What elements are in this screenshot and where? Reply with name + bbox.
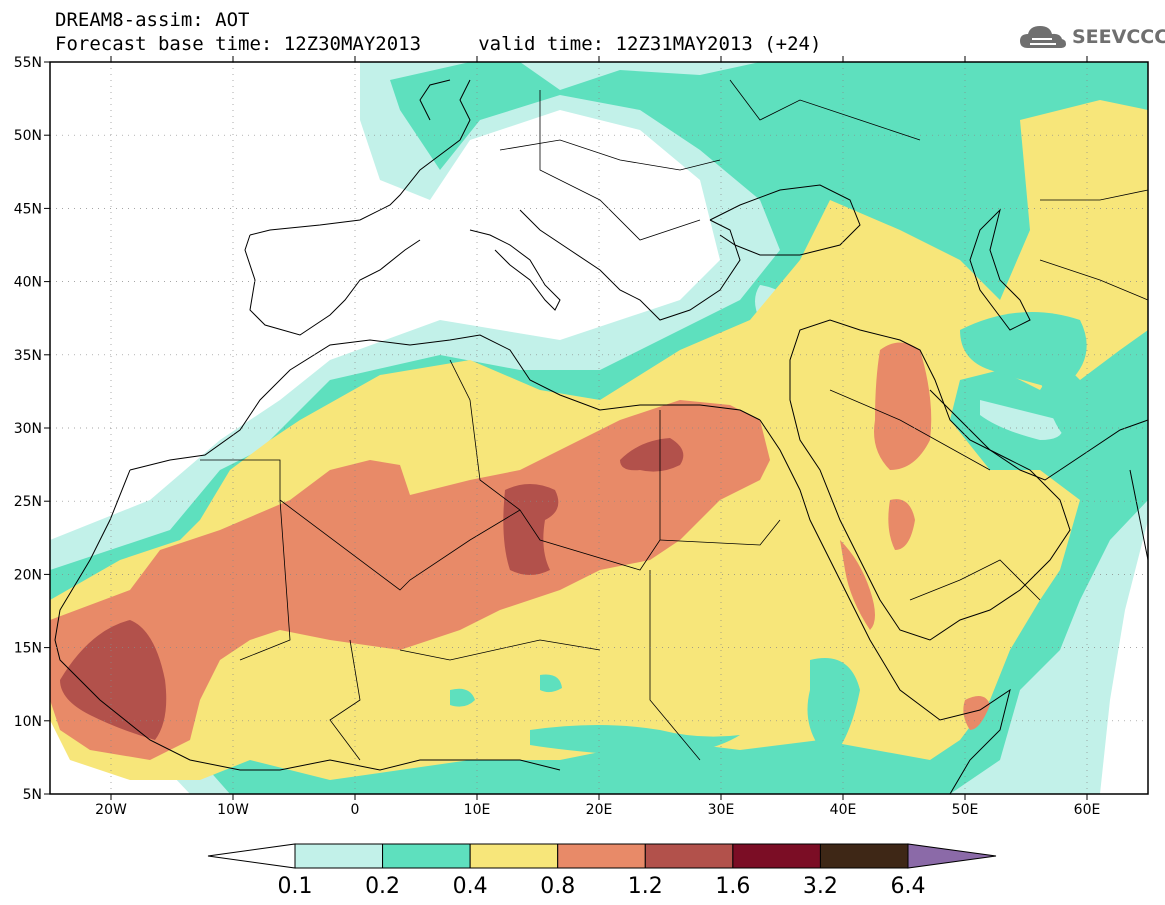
border-line	[729, 79, 921, 141]
aot-band-1.2-1.6	[620, 438, 684, 472]
longitude-label: 20E	[586, 802, 613, 818]
latitude-labels: 55N 50N 45N 40N 35N 30N 25N 20N 15N 10N 5N	[14, 55, 42, 803]
coastline-layer	[54, 79, 1148, 794]
colorbar-label: 6.4	[891, 874, 926, 899]
colorbar-swatch	[819, 843, 909, 869]
longitude-label: 0	[351, 802, 360, 818]
border-line	[200, 459, 521, 591]
border-line	[239, 499, 291, 661]
latitude-label: 40N	[14, 275, 42, 291]
aot-pocket-mid	[1040, 377, 1104, 460]
coastline-iran	[1059, 419, 1148, 471]
latitude-label: 20N	[14, 567, 42, 583]
aot-pocket-mid	[530, 725, 740, 756]
coastline-india	[1129, 469, 1148, 561]
aot-pocket-mid	[540, 674, 562, 693]
aot-pocket-high	[840, 540, 875, 630]
seevccc-logo: SEEVCCC	[1018, 22, 1165, 52]
longitude-label: 30E	[708, 802, 735, 818]
colorbar-swatch	[382, 843, 471, 869]
border-line	[649, 570, 701, 761]
logo-text: SEEVCCC	[1072, 26, 1165, 48]
aot-pocket-mid	[807, 658, 860, 760]
coastline-persian-gulf	[929, 389, 1061, 481]
forecast-time-subtitle: Forecast base time: 12Z30MAY2013 valid t…	[55, 33, 822, 55]
map-title: DREAM8-assim: AOT	[55, 9, 250, 31]
border-line	[539, 90, 701, 241]
colorbar: 0.1 0.2 0.4 0.8 1.2 1.6 3.2 6.4	[207, 843, 997, 899]
longitude-labels: 20W 10W 0 10E 20E 30E 40E 50E 60E	[95, 802, 1100, 818]
aot-pocket-mid	[450, 688, 475, 707]
colorbar-swatch	[732, 843, 821, 869]
latitude-label: 50N	[14, 128, 42, 144]
coastline-east-africa	[759, 419, 1011, 794]
colorbar-label: 0.8	[540, 874, 575, 899]
latitude-label: 55N	[14, 55, 42, 71]
colorbar-high-arrow	[907, 843, 997, 869]
border-line	[829, 389, 991, 471]
latitude-label: 15N	[14, 641, 42, 657]
aot-pocket-high	[874, 342, 932, 470]
latitude-label: 5N	[23, 787, 42, 803]
colorbar-label: 1.2	[628, 874, 663, 899]
border-line	[659, 519, 781, 546]
aot-pocket-high	[888, 499, 915, 550]
colorbar-low-arrow	[207, 843, 296, 869]
latitude-label: 35N	[14, 348, 42, 364]
colorbar-swatch	[294, 843, 384, 869]
colorbar-label: 0.2	[365, 874, 400, 899]
coastline-caspian	[969, 208, 1031, 331]
coastline-italy	[469, 229, 561, 311]
colorbar-label: 3.2	[803, 874, 838, 899]
colorbar-label: 0.4	[453, 874, 488, 899]
coastline-balkans	[519, 209, 741, 321]
longitude-label: 60E	[1074, 802, 1101, 818]
longitude-label: 10W	[217, 802, 249, 818]
coastline-arabia	[789, 319, 1071, 641]
longitude-label: 50E	[952, 802, 979, 818]
aot-pocket-high	[963, 696, 990, 730]
latitude-label: 45N	[14, 201, 42, 217]
colorbar-swatch	[557, 843, 646, 869]
latitude-label: 25N	[14, 494, 42, 510]
aot-pocket-low	[980, 400, 1063, 440]
aot-band-1.2-1.6	[60, 620, 167, 740]
colorbar-label: 1.6	[715, 874, 750, 899]
border-layer	[200, 79, 1148, 761]
longitude-label: 20W	[95, 802, 127, 818]
border-line	[449, 359, 661, 571]
aot-pocket-mid	[960, 312, 1087, 390]
border-line	[1040, 189, 1148, 201]
colorbar-label: 0.1	[278, 874, 313, 899]
coastline-west-africa	[54, 469, 561, 771]
latitude-label: 30N	[14, 421, 42, 437]
coastline-north-africa	[129, 334, 761, 471]
tick-layer	[44, 56, 1088, 800]
longitude-label: 10E	[464, 802, 491, 818]
cloud-logo-icon	[1020, 26, 1066, 48]
colorbar-swatch	[469, 843, 559, 869]
latitude-label: 10N	[14, 714, 42, 730]
longitude-label: 40E	[830, 802, 857, 818]
border-line	[909, 559, 1041, 601]
colorbar-swatch	[644, 843, 734, 869]
coastline-iberia	[244, 234, 421, 336]
border-line	[1039, 259, 1148, 301]
border-line	[329, 639, 361, 761]
graticule-layer	[50, 62, 1148, 794]
coastline-europe	[249, 79, 471, 236]
coastline-black-sea	[709, 184, 861, 256]
border-line	[399, 639, 601, 661]
aot-band-1.2-1.6	[503, 484, 559, 575]
